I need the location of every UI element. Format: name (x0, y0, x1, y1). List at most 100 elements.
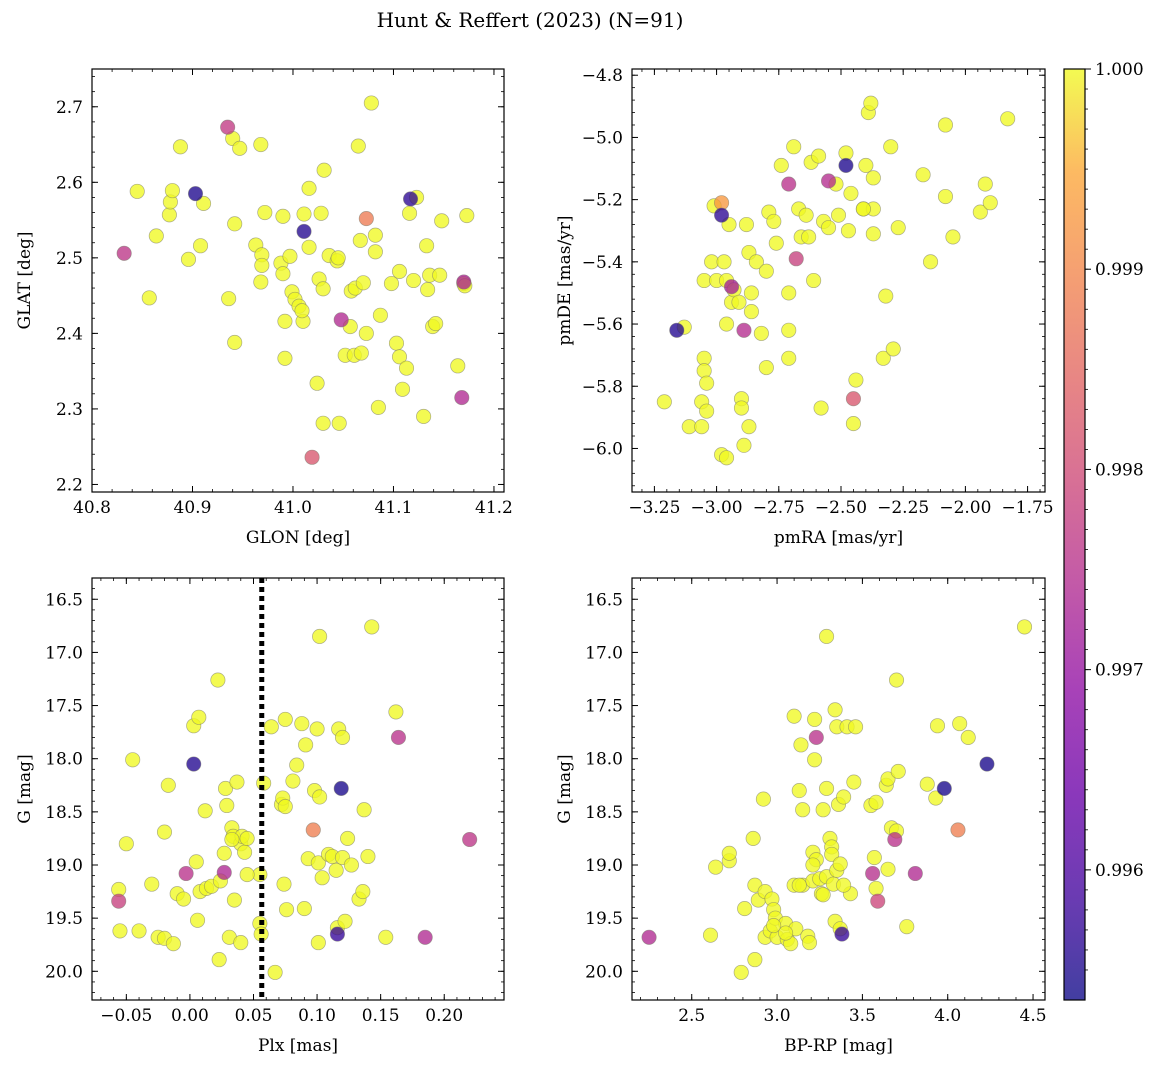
y-tick-label: −5.0 (582, 128, 623, 148)
scatter-point (753, 325, 769, 341)
scatter-point (456, 274, 472, 290)
y-tick-label: 2.2 (56, 475, 83, 495)
scatter-point (315, 281, 331, 297)
scatter-point (865, 226, 881, 242)
scatter-point (919, 776, 935, 792)
scatter-point (334, 729, 351, 745)
scatter-point (820, 173, 837, 189)
scatter-point (331, 415, 347, 431)
colorbar-tick-label: 0.998 (1095, 460, 1144, 480)
y-tick-label: 17.0 (585, 643, 623, 663)
scatter-point (301, 239, 317, 255)
scatter-point (960, 729, 976, 745)
y-tick-label: 19.0 (45, 856, 83, 876)
scatter-point (305, 822, 321, 838)
y-tick-label: 2.5 (56, 249, 83, 269)
scatter-points (656, 95, 1016, 466)
scatter-point (301, 180, 317, 196)
x-tick-label: 3.0 (764, 1006, 791, 1026)
scatter-point (227, 334, 243, 350)
y-tick-label: 17.0 (45, 643, 83, 663)
scatter-point (798, 207, 814, 223)
scatter-point (801, 229, 817, 245)
scatter-point (937, 117, 954, 133)
scatter-point (328, 862, 344, 878)
scatter-point (364, 619, 380, 635)
scatter-point (186, 756, 202, 772)
scatter-point (227, 216, 243, 232)
scatter-point (391, 349, 408, 365)
scatter-point (314, 870, 330, 886)
scatter-point (766, 213, 782, 229)
scatter-point (372, 307, 388, 323)
scatter-point (791, 783, 807, 799)
scatter-point (355, 884, 371, 900)
scatter-point (808, 729, 824, 745)
x-tick-label: 4.5 (1020, 1006, 1047, 1026)
colorbar-gradient (1064, 69, 1085, 1000)
scatter-point (394, 381, 411, 397)
scatter-point (210, 672, 226, 688)
y-tick-label: 17.5 (45, 697, 83, 717)
x-tick-label: 0.10 (298, 1006, 336, 1026)
scatter-point (669, 322, 685, 338)
scatter-point (254, 257, 270, 273)
scatter-point (807, 711, 823, 727)
scatter-point (363, 95, 379, 111)
scatter-point (793, 737, 809, 753)
axes-frame (631, 68, 1046, 493)
y-tick-label: 2.3 (56, 400, 83, 420)
scatter-point (178, 865, 194, 882)
scatter-point (267, 964, 283, 980)
scatter-point (758, 360, 774, 376)
scatter-point (172, 139, 188, 155)
scatter-point (383, 275, 400, 292)
x-axis-label: GLON [deg] (246, 528, 350, 548)
x-tick-label: 0.05 (235, 1006, 273, 1026)
scatter-point (743, 285, 759, 301)
scatter-point (979, 756, 995, 772)
scatter-point (229, 774, 245, 790)
y-tick-label: 20.0 (585, 962, 623, 982)
scatter-point (277, 711, 293, 727)
y-axis-label: G [mag] (15, 754, 35, 823)
scatter-point (773, 157, 789, 173)
y-tick-label: 18.5 (45, 803, 83, 823)
scatter-point (232, 140, 248, 156)
x-tick-label: 4.0 (934, 1006, 961, 1026)
scatter-point (702, 927, 719, 943)
scatter-point (192, 238, 209, 254)
scatter-point (420, 282, 436, 298)
scatter-point (312, 628, 328, 645)
scatter-point (795, 802, 811, 818)
scatter-point (358, 325, 374, 341)
scatter-point (233, 935, 249, 951)
scatter-point (239, 830, 255, 846)
scatter-point (807, 752, 823, 768)
axes-frame (631, 577, 1046, 1001)
scatter-point (276, 876, 292, 892)
scatter-point (945, 229, 961, 245)
x-tick-label: 2.5 (678, 1006, 705, 1026)
scatter-point (748, 254, 764, 270)
scatter-point (333, 312, 349, 328)
scatter-point (304, 449, 320, 465)
scatter-point (883, 139, 899, 155)
scatter-point (801, 935, 818, 951)
scatter-point (156, 824, 173, 840)
scatter-point (309, 721, 325, 737)
scatter-point (747, 952, 763, 968)
scatter-point (834, 926, 850, 942)
scatter-point (737, 901, 753, 917)
y-axis-label: pmDE [mas/yr] (555, 215, 575, 345)
scatter-point (865, 170, 881, 186)
scatter-point (253, 274, 269, 290)
scatter-point (836, 789, 852, 805)
scatter-point (428, 316, 444, 332)
scatter-point (887, 831, 903, 848)
scatter-point (766, 918, 782, 934)
panel-plx-g: −0.05 0.00 0.05 0.10 0.15 0.20 16.5 17.0 17.5 18.… (15, 577, 505, 1056)
scatter-point (416, 408, 432, 425)
scatter-point (806, 272, 822, 289)
scatter-point (459, 207, 475, 224)
